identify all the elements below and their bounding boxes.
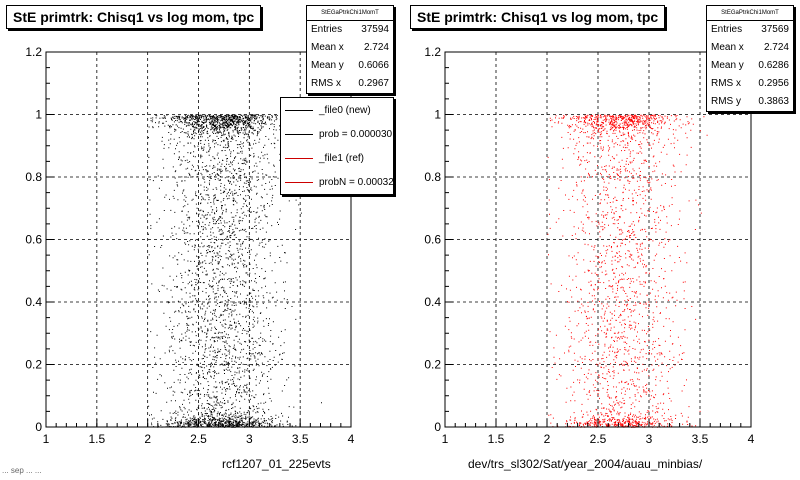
stats-value: 0.6286 <box>758 60 789 71</box>
x-tick-label: 2 <box>144 432 151 446</box>
stats-value: 37569 <box>761 24 789 35</box>
x-tick-label: 2 <box>544 432 551 446</box>
x-tick-label: 2.5 <box>590 432 607 446</box>
legend-box: _file0 (new) prob = 0.000030 _file1 (ref) p… <box>280 97 394 195</box>
x-tick-label: 1.5 <box>88 432 105 446</box>
stats-value: 0.6066 <box>358 60 389 71</box>
stats-label: Mean x <box>711 42 744 53</box>
x-axis-label: rcf1207_01_225evts <box>222 457 331 471</box>
y-tick-label: 0.2 <box>25 358 42 372</box>
legend-label: probN = 0.00032 <box>319 176 394 188</box>
x-tick-label: 3 <box>646 432 653 446</box>
stats-row: Mean y 0.6066 <box>307 57 393 75</box>
legend-label: _file1 (ref) <box>319 152 365 164</box>
stats-box-name: StEGaPtrkChi1MomT <box>307 6 393 21</box>
legend-swatch <box>285 157 313 159</box>
x-tick-label: 3 <box>246 432 253 446</box>
left-plot-panel: 1 1.5 2 2.5 3 3.5 4 0 0.2 0.4 0.6 0.8 1 1.2 StE primt… <box>6 5 394 471</box>
stats-label: Entries <box>311 24 343 35</box>
stats-box: StEGaPtrkChi1MomT Entries 37594 Mean x 2.724… <box>306 5 394 94</box>
stats-value: 0.2956 <box>758 78 789 89</box>
x-tick-label: 1 <box>43 432 50 446</box>
y-tick-label: 0.4 <box>25 295 42 309</box>
x-tick-label: 1.5 <box>488 432 505 446</box>
stats-label: RMS y <box>711 96 741 107</box>
stats-box-name: StEGaPtrkChi1MomT <box>707 6 793 21</box>
legend-entry: prob = 0.000030 <box>281 122 393 146</box>
corner-text: ... sep ... ... <box>2 466 42 475</box>
stats-label: RMS x <box>711 78 741 89</box>
y-tick-label: 1.2 <box>25 45 42 59</box>
stats-label: Mean y <box>311 60 344 71</box>
stats-box: StEGaPtrkChi1MomT Entries 37569 Mean x 2.724… <box>706 5 794 112</box>
plot-title: StE primtrk: Chisq1 vs log mom, tpc <box>6 5 262 29</box>
stats-row: Mean y 0.6286 <box>707 57 793 75</box>
stats-row: Entries 37569 <box>707 21 793 39</box>
stats-row: Entries 37594 <box>307 21 393 39</box>
x-tick-label: 4 <box>748 432 755 446</box>
y-tick-label: 1 <box>434 108 441 122</box>
y-tick-label: 1 <box>35 108 42 122</box>
y-tick-label: 0.6 <box>25 233 42 247</box>
legend-entry: _file0 (new) <box>281 98 393 122</box>
stats-label: Mean x <box>311 42 344 53</box>
stats-label: RMS x <box>311 78 341 89</box>
y-tick-label: 0.8 <box>424 170 441 184</box>
stats-value: 0.2967 <box>358 78 389 89</box>
legend-swatch <box>285 109 313 111</box>
stats-value: 2.724 <box>763 42 789 53</box>
x-tick-label: 4 <box>348 432 355 446</box>
stats-label: Entries <box>711 24 743 35</box>
x-axis-label: dev/trs_sl302/Sat/year_2004/auau_minbias… <box>468 457 703 471</box>
stats-row: RMS y 0.3863 <box>707 93 793 111</box>
y-tick-label: 0 <box>434 420 441 434</box>
stats-value: 2.724 <box>363 42 389 53</box>
stats-row: RMS x 0.2967 <box>307 75 393 93</box>
y-tick-label: 0.6 <box>424 233 441 247</box>
legend-entry: _file1 (ref) <box>281 146 393 170</box>
x-tick-label: 2.5 <box>190 432 207 446</box>
right-scatter-plot: 1 1.5 2 2.5 3 3.5 4 0 0.2 0.4 0.6 0.8 1 1.2 <box>424 45 755 446</box>
stats-label: Mean y <box>711 60 744 71</box>
y-tick-label: 1.2 <box>424 45 441 59</box>
stats-row: Mean x 2.724 <box>307 39 393 57</box>
stats-value: 0.3863 <box>758 96 789 107</box>
y-tick-label: 0.2 <box>424 358 441 372</box>
stats-row: Mean x 2.724 <box>707 39 793 57</box>
stats-value: 37594 <box>361 24 389 35</box>
x-tick-label: 3.5 <box>692 432 709 446</box>
right-plot-panel: 1 1.5 2 2.5 3 3.5 4 0 0.2 0.4 0.6 0.8 1 1.2 StE primt… <box>400 0 800 480</box>
x-tick-label: 3.5 <box>292 432 309 446</box>
stats-row: RMS x 0.2956 <box>707 75 793 93</box>
x-tick-label: 1 <box>442 432 449 446</box>
y-tick-label: 0.8 <box>25 170 42 184</box>
legend-label: _file0 (new) <box>319 104 371 116</box>
legend-swatch <box>285 133 313 135</box>
legend-label: prob = 0.000030 <box>319 128 393 140</box>
legend-entry: probN = 0.00032 <box>281 170 393 194</box>
y-tick-label: 0 <box>35 420 42 434</box>
plot-title: StE primtrk: Chisq1 vs log mom, tpc <box>410 5 666 29</box>
y-tick-label: 0.4 <box>424 295 441 309</box>
legend-swatch <box>285 181 313 183</box>
